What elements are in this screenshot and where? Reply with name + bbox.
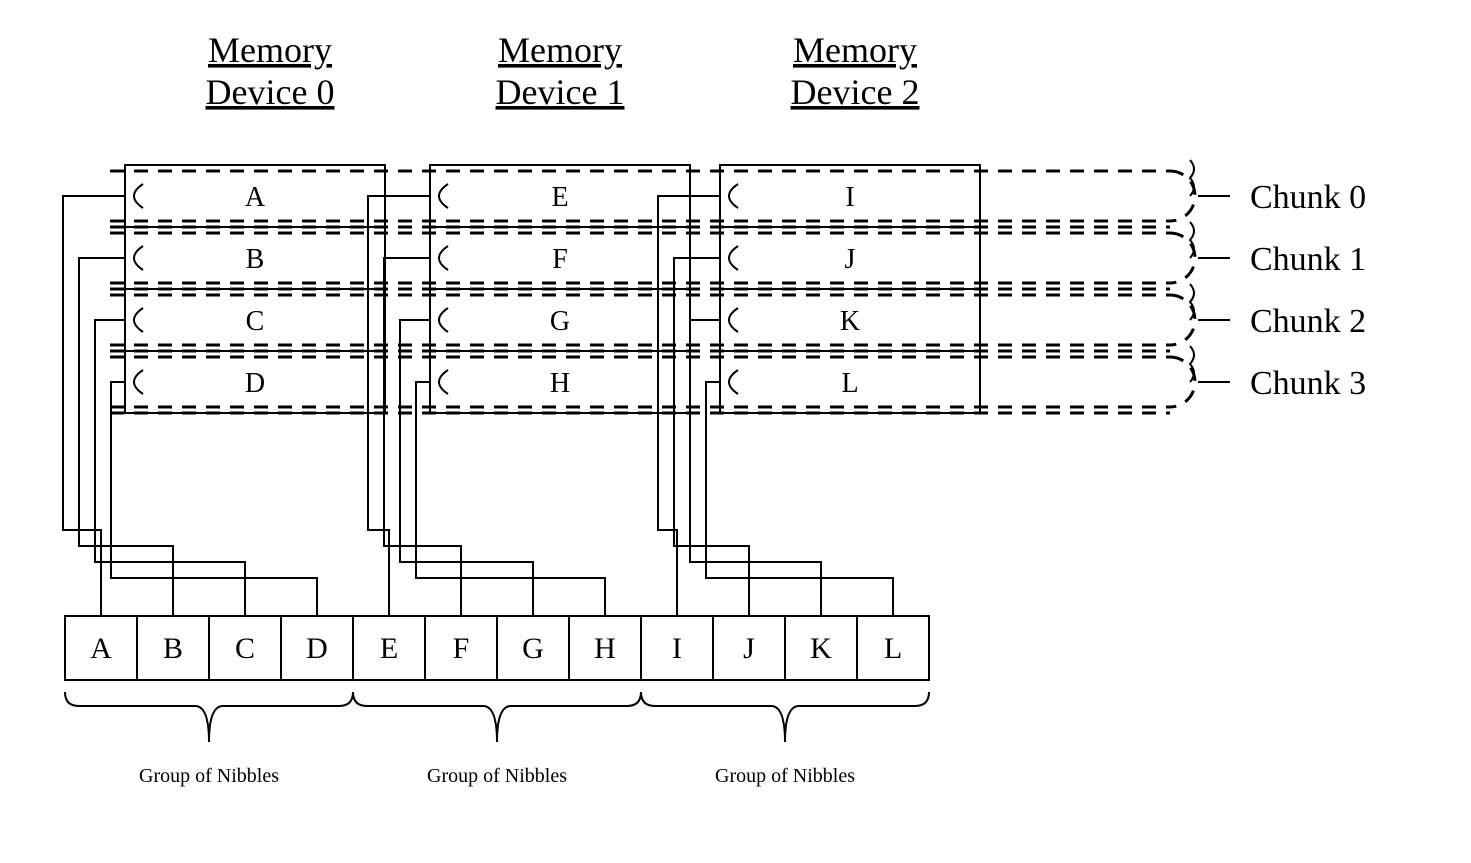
device-header-line2-2: Device 2 — [791, 72, 920, 112]
device-header-line2-0: Device 0 — [206, 72, 335, 112]
nibble-cell-label-3: D — [306, 632, 328, 665]
nibble-cell-label-10: K — [810, 632, 832, 665]
nibble-cell-label-11: L — [884, 632, 902, 665]
nibble-cell-label-2: C — [235, 632, 255, 665]
group-label-2: Group of Nibbles — [715, 765, 855, 787]
device-0-cell-2: C — [246, 306, 265, 337]
nibble-cell-label-8: I — [672, 632, 682, 665]
nibble-cell-label-0: A — [90, 632, 112, 665]
nibble-cell-label-6: G — [522, 632, 544, 665]
device-0-cell-1: B — [246, 244, 265, 275]
bg — [0, 0, 1471, 858]
device-2-cell-0: I — [845, 182, 854, 213]
nibble-cell-label-5: F — [453, 632, 470, 665]
device-header-line1-2: Memory — [793, 30, 917, 70]
group-label-1: Group of Nibbles — [427, 765, 567, 787]
chunk-label-2: Chunk 2 — [1250, 303, 1366, 340]
device-2-cell-3: L — [841, 368, 858, 399]
device-header-line1-0: Memory — [208, 30, 332, 70]
device-2-cell-2: K — [840, 306, 860, 337]
device-0-cell-0: A — [245, 182, 266, 213]
device-1-cell-1: F — [552, 244, 568, 275]
memory-diagram: MemoryDevice 0MemoryDevice 1MemoryDevice… — [0, 0, 1471, 858]
nibble-cell-label-4: E — [380, 632, 398, 665]
device-1-cell-0: E — [551, 182, 568, 213]
device-0-cell-3: D — [245, 368, 265, 399]
device-header-line2-1: Device 1 — [496, 72, 625, 112]
chunk-label-0: Chunk 0 — [1250, 179, 1366, 216]
nibble-cell-label-7: H — [594, 632, 616, 665]
device-2-cell-1: J — [845, 244, 856, 275]
chunk-label-3: Chunk 3 — [1250, 365, 1366, 402]
device-header-line1-1: Memory — [498, 30, 622, 70]
nibble-cell-label-1: B — [163, 632, 183, 665]
device-1-cell-3: H — [550, 368, 570, 399]
group-label-0: Group of Nibbles — [139, 765, 279, 787]
device-1-cell-2: G — [550, 306, 570, 337]
chunk-label-1: Chunk 1 — [1250, 241, 1366, 278]
nibble-cell-label-9: J — [743, 632, 755, 665]
